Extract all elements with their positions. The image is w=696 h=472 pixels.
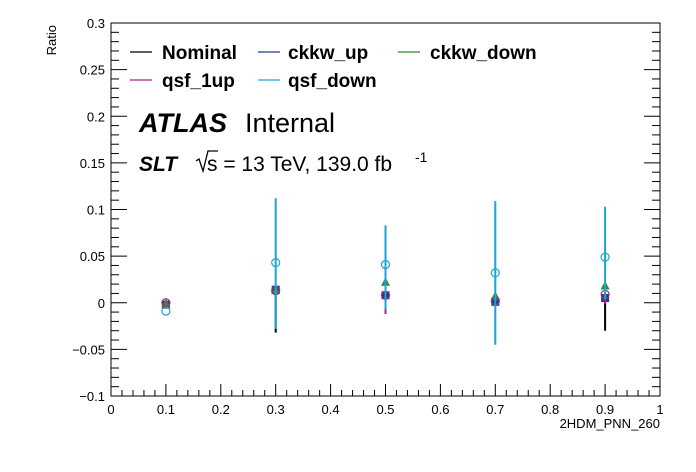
qsf-down-point bbox=[600, 252, 610, 262]
atlas-label: ATLAS bbox=[138, 108, 227, 138]
lumi-exponent: -1 bbox=[415, 149, 428, 165]
x-tick-label: 0.4 bbox=[322, 402, 340, 417]
x-tick-label: 0 bbox=[107, 402, 114, 417]
ckkw-down-point bbox=[161, 298, 171, 308]
x-axis-title: 2HDM_PNN_260 bbox=[560, 416, 660, 431]
legend-label-ckkw-up: ckkw_up bbox=[288, 43, 368, 64]
x-tick-label: 0.7 bbox=[486, 402, 504, 417]
y-axis-title: Ratio bbox=[44, 25, 59, 55]
x-axis-ticks: 0 0.1 0.2 0.3 0.4 0.5 0.6 0.7 0.8 0.9 1 bbox=[107, 384, 664, 417]
qsf-down-point bbox=[380, 259, 391, 270]
qsf-down-point bbox=[490, 268, 500, 278]
energy-lumi-text: s = 13 TeV, 139.0 fb bbox=[207, 153, 392, 176]
series-qsf-down bbox=[161, 198, 610, 345]
x-tick-label: 0.3 bbox=[267, 402, 285, 417]
y-tick-label: 0.15 bbox=[80, 156, 105, 171]
legend-label-qsf-down: qsf_down bbox=[288, 71, 377, 92]
data-series bbox=[161, 198, 610, 345]
legend-label-ckkw-down: ckkw_down bbox=[430, 43, 537, 64]
y-tick-label: 0 bbox=[98, 296, 105, 311]
x-tick-label: 0.5 bbox=[376, 402, 394, 417]
y-tick-label: 0.1 bbox=[87, 203, 105, 218]
series-nominal bbox=[274, 290, 607, 333]
legend-label-qsf-1up: qsf_1up bbox=[162, 71, 235, 92]
x-tick-label: 0.6 bbox=[431, 402, 449, 417]
y-tick-label: 0.25 bbox=[80, 63, 105, 78]
qsf-down-point bbox=[271, 258, 281, 268]
internal-label: Internal bbox=[245, 108, 335, 138]
x-tick-label: 0.9 bbox=[596, 402, 614, 417]
x-tick-label: 0.1 bbox=[157, 402, 175, 417]
channel-label: SLT bbox=[139, 153, 179, 176]
y-tick-label: −0.05 bbox=[72, 342, 105, 357]
x-tick-label: 0.8 bbox=[541, 402, 559, 417]
y-tick-label: 0.05 bbox=[80, 249, 105, 264]
legend-label-nominal: Nominal bbox=[162, 43, 237, 64]
y-axis-ticks: −0.1 −0.05 0 0.05 0.1 0.15 0.2 0.25 0.3 bbox=[72, 16, 660, 404]
y-tick-label: 0.3 bbox=[87, 16, 105, 31]
qsf-down-point bbox=[161, 306, 171, 316]
sqrt-symbol bbox=[195, 150, 218, 174]
x-tick-label: 1 bbox=[656, 402, 663, 417]
legend: Nominal ckkw_up ckkw_down qsf_1up qsf_do… bbox=[130, 43, 537, 92]
x-tick-label: 0.2 bbox=[212, 402, 230, 417]
y-tick-label: 0.2 bbox=[87, 109, 105, 124]
y-tick-label: −0.1 bbox=[79, 389, 105, 404]
